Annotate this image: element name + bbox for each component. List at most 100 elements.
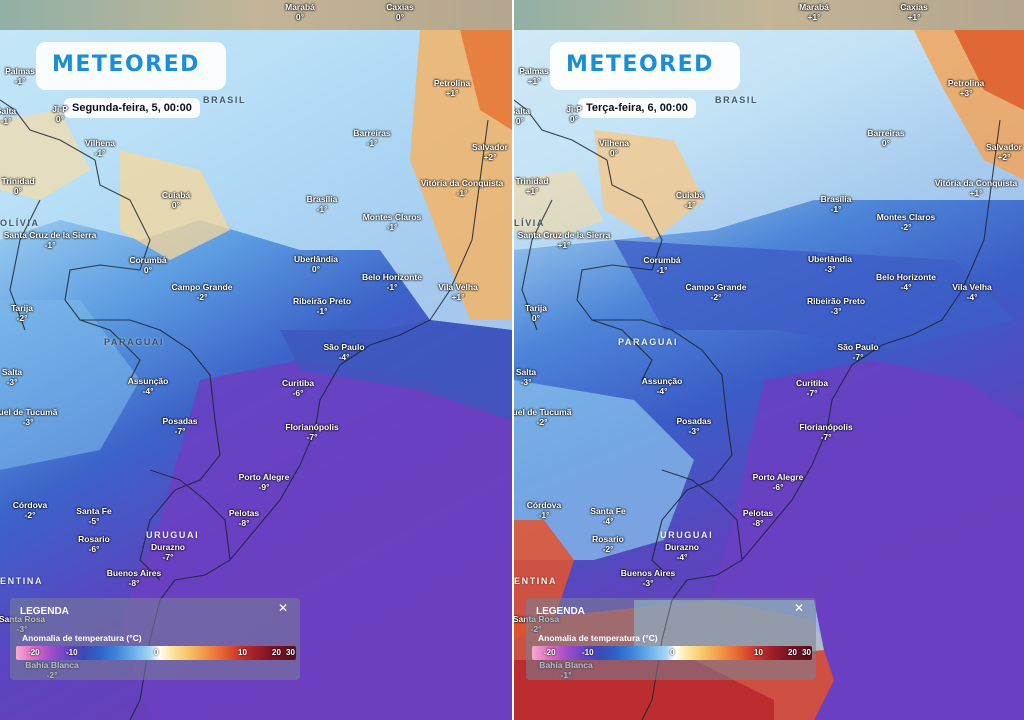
legend-tick: 10 [238, 648, 247, 657]
close-icon[interactable]: ✕ [277, 601, 288, 615]
city-temperature: -1° [0, 116, 12, 126]
legend-tick: 0 [154, 648, 159, 657]
city-label: São Paulo -7° [837, 342, 878, 362]
city-temperature: 0° [609, 148, 619, 158]
city-label: Corumbá -1° [643, 255, 680, 275]
city-temperature: -1° [316, 306, 328, 316]
city-temperature: -3° [22, 417, 34, 427]
city-name: Cuiabá [675, 190, 705, 200]
city-name: Porto Alegre [238, 472, 290, 482]
city-temperature: -1° [684, 200, 696, 210]
city-label: Tarija 0° [525, 303, 547, 323]
city-temperature: 0° [55, 114, 65, 124]
city-label: Campo Grande -2° [172, 282, 233, 302]
city-name: Montes Claros [876, 212, 936, 222]
city-name: Ribeirão Preto [806, 296, 866, 306]
city-temperature: -9° [258, 482, 270, 492]
meteored-logo: METEORED [52, 52, 200, 77]
city-temperature: -1° [656, 265, 668, 275]
city-name: Belo Horizonte [362, 272, 422, 282]
city-name: Curitiba [795, 378, 829, 388]
city-label: Vila Velha +1° [438, 282, 478, 302]
city-temperature: -7° [162, 552, 174, 562]
city-name: Salta [514, 106, 531, 116]
legend-subtitle: Anomalia de temperatura (°C) [22, 633, 142, 643]
city-name: uel de Tucumã [514, 407, 572, 417]
city-name: Trinidad [1, 176, 35, 186]
city-name: Santa Cruz de la Sierra [517, 230, 611, 240]
city-name: Marabá [285, 2, 315, 12]
city-temperature: 0° [143, 265, 153, 275]
city-label: Trinidad +1° [515, 176, 548, 196]
city-temperature: -1° [14, 76, 26, 86]
legend-tick: 30 [802, 648, 811, 657]
temperature-anomaly-map[interactable] [0, 0, 512, 720]
city-temperature: -8° [752, 518, 764, 528]
city-label: Posadas -3° [677, 416, 712, 436]
city-label: Ribeirão Preto -1° [293, 296, 351, 316]
city-temperature: 0° [171, 200, 181, 210]
close-icon[interactable]: ✕ [793, 601, 804, 615]
city-name: Caxias [900, 2, 928, 12]
city-name: Tarija [524, 303, 548, 313]
city-label: Montes Claros -1° [363, 212, 422, 232]
meteored-logo: METEORED [566, 52, 714, 77]
city-name: Barreiras [867, 128, 905, 138]
city-label: Porto Alegre -6° [753, 472, 804, 492]
city-name: Assunção [641, 376, 683, 386]
city-label: Palmas -1° [5, 66, 35, 86]
city-label: Salvador +2° [986, 142, 1022, 162]
legend-tick: 30 [286, 648, 295, 657]
city-label: Rosario -2° [592, 534, 624, 554]
city-label: Pelotas -8° [229, 508, 259, 528]
city-temperature: 0° [311, 264, 321, 274]
city-name: São Paulo [323, 342, 365, 352]
city-name: Curitiba [281, 378, 315, 388]
city-label: Corumbá 0° [129, 255, 166, 275]
city-temperature: -1° [44, 240, 56, 250]
legend-tick: 20 [272, 648, 281, 657]
city-temperature: -6° [88, 544, 100, 554]
date-label: Segunda-feira, 5, 00:00 [64, 98, 200, 118]
city-label: Vitória da Conquista +1° [935, 178, 1018, 198]
city-temperature: -1° [386, 222, 398, 232]
city-name: Corumbá [129, 255, 167, 265]
city-temperature: -6° [772, 482, 784, 492]
city-name: Vitória da Conquista [934, 178, 1018, 188]
city-name: Ribeirão Preto [292, 296, 352, 306]
region-label: URUGUAI [660, 530, 714, 540]
region-label: ENTINA [0, 576, 44, 586]
region-label: BRASIL [715, 95, 759, 105]
city-temperature: -2° [900, 222, 912, 232]
city-name: Trinidad [515, 176, 549, 186]
city-name: Petrolina [947, 78, 985, 88]
city-name: Cuiabá [161, 190, 191, 200]
city-label: Cuiabá 0° [162, 190, 190, 210]
city-label: Santa Cruz de la Sierra -1° [4, 230, 97, 250]
map-panel-left: METEORED Segunda-feira, 5, 00:00 BRASIL … [0, 0, 512, 720]
legend-tick: 0 [670, 648, 675, 657]
city-label: São Paulo -4° [323, 342, 364, 362]
region-label: OLÍVIA [0, 218, 40, 228]
city-label: Belo Horizonte -4° [876, 272, 936, 292]
legend-tick: -20 [544, 648, 556, 657]
color-scale-bar [16, 646, 296, 660]
legend-title: LEGENDA [536, 606, 585, 617]
city-label: Curitiba -6° [282, 378, 314, 398]
city-name: São Paulo [837, 342, 879, 352]
city-name: Montes Claros [362, 212, 422, 222]
legend-tick: 20 [788, 648, 797, 657]
city-name: Posadas [676, 416, 712, 426]
city-label: uel de Tucumã -2° [514, 407, 571, 427]
city-label: Pelotas -8° [743, 508, 773, 528]
legend-tick: -10 [66, 648, 78, 657]
city-label: Marabá +1° [799, 2, 829, 22]
city-temperature: -6° [292, 388, 304, 398]
city-temperature: -2° [710, 292, 722, 302]
city-name: Brasília [820, 194, 852, 204]
city-label: Curitiba -7° [796, 378, 828, 398]
city-temperature: 0° [395, 12, 405, 22]
city-name: Santa Fe [590, 506, 626, 516]
city-label: Vilhena -1° [85, 138, 115, 158]
city-temperature: 0° [569, 114, 579, 124]
